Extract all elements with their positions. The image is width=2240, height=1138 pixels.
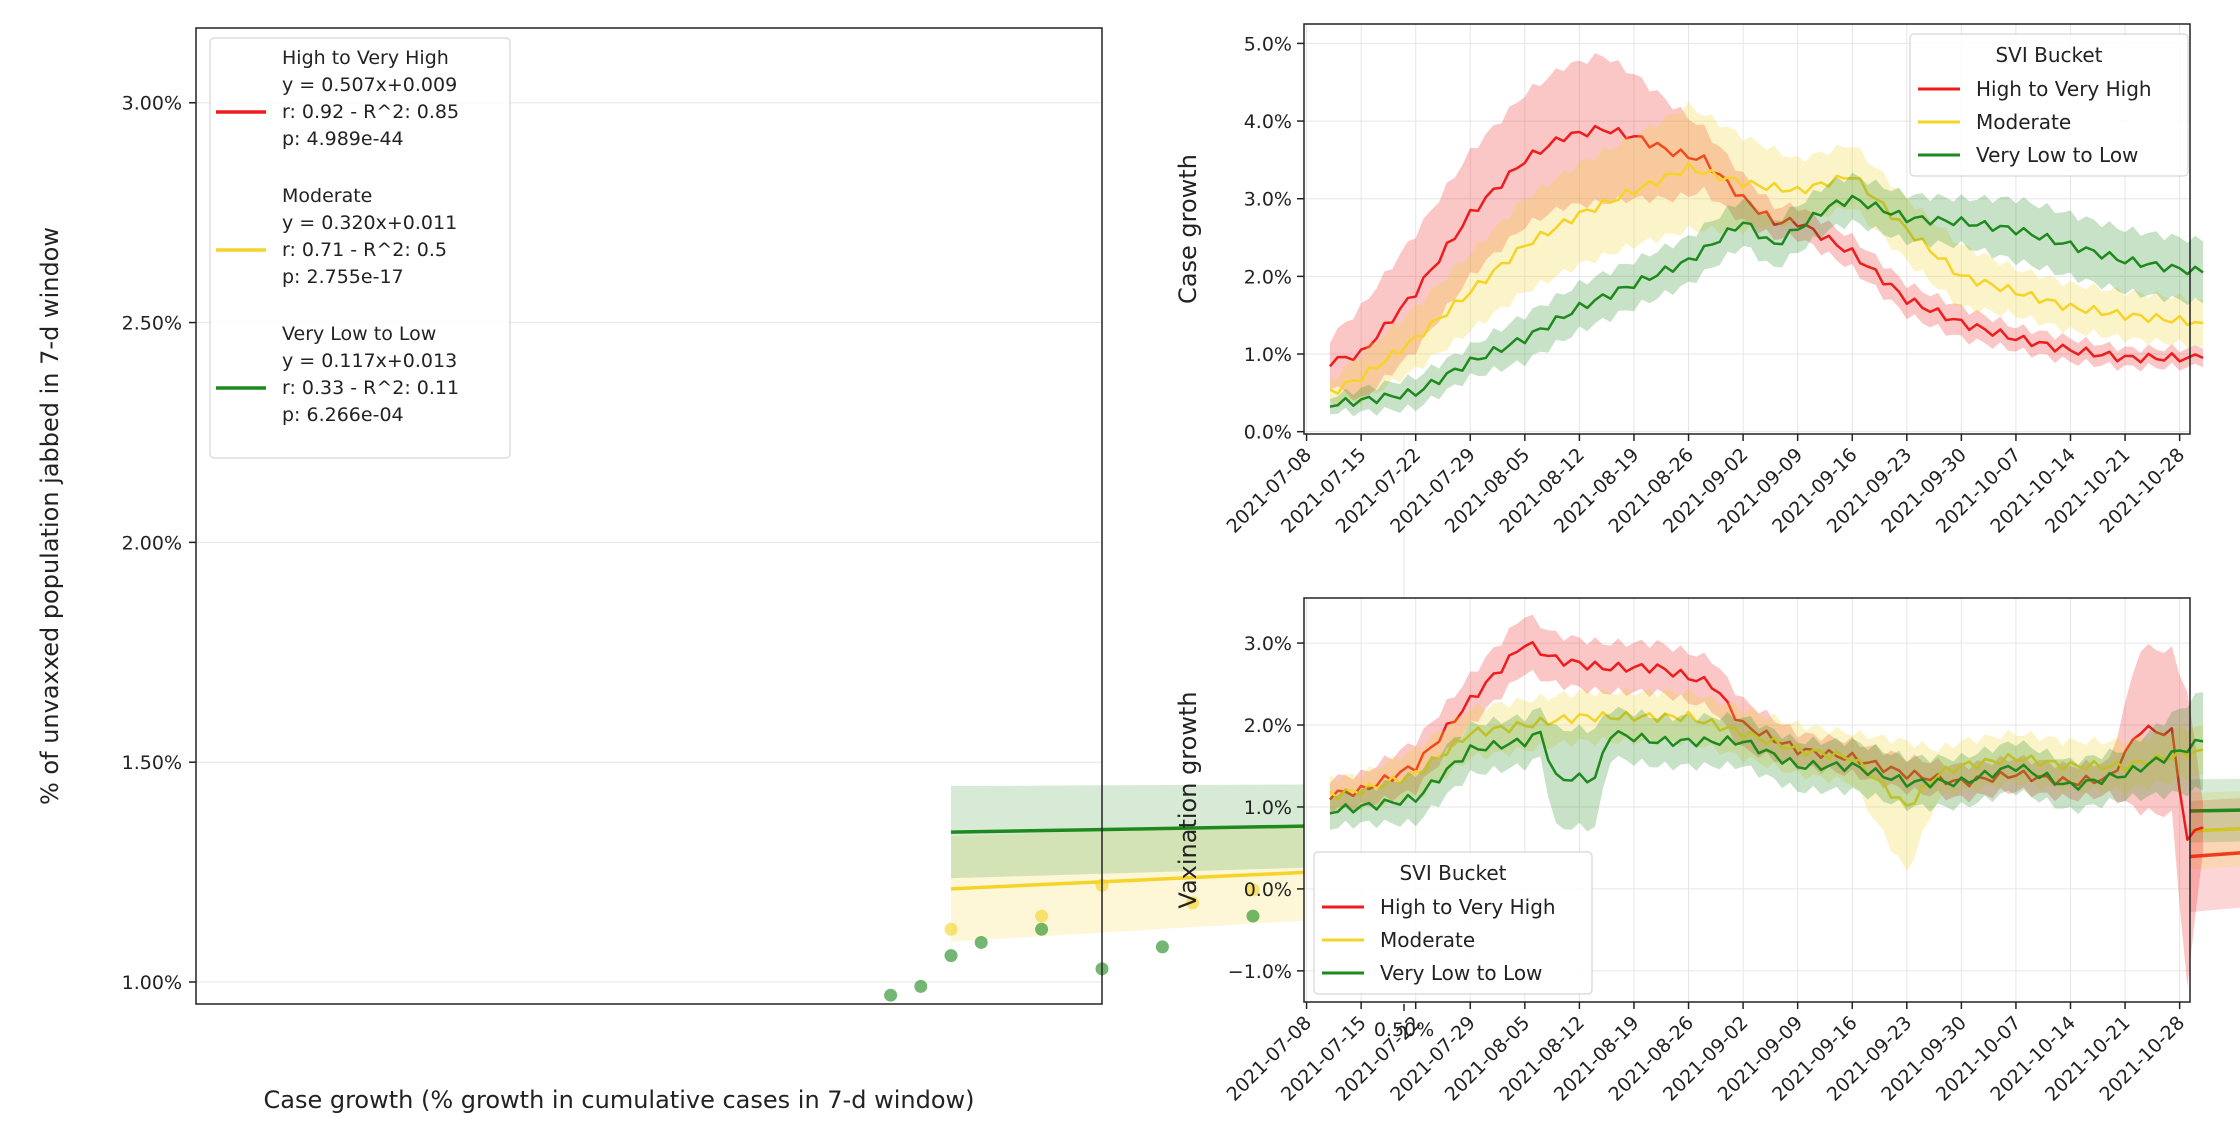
y-tick-label: 2.50% bbox=[122, 313, 182, 335]
legend-text: p: 2.755e-17 bbox=[282, 266, 404, 288]
plot-frame bbox=[1303, 23, 2191, 435]
legend-entry: High to Very High bbox=[1380, 895, 1556, 919]
y-tick-label: 3.0% bbox=[1244, 633, 1292, 655]
legend-text: y = 0.507x+0.009 bbox=[282, 74, 457, 96]
legend-text: p: 6.266e-04 bbox=[282, 404, 404, 426]
timeseries-legend: SVI Bucket High to Very High Moderate Very … bbox=[1313, 851, 1593, 995]
plot-frame bbox=[195, 27, 1103, 1005]
y-tick-label: −1.0% bbox=[1228, 961, 1292, 983]
legend-text: y = 0.117x+0.013 bbox=[282, 350, 457, 372]
y-axis-label: % of unvaxxed population jabbed in 7-d w… bbox=[36, 227, 64, 805]
legend-text: Very Low to Low bbox=[282, 323, 436, 345]
y-tick-label: 2.0% bbox=[1244, 266, 1292, 288]
legend-text: y = 0.320x+0.011 bbox=[282, 212, 457, 234]
series-line-high bbox=[1328, 124, 2204, 368]
legend-title: SVI Bucket bbox=[1399, 861, 1506, 885]
y-tick-label: 1.00% bbox=[122, 972, 182, 994]
y-tick-label: 3.00% bbox=[122, 93, 182, 115]
y-tick-label: 0.0% bbox=[1244, 422, 1292, 444]
y-tick-label: 1.0% bbox=[1244, 344, 1292, 366]
series-line-high bbox=[1329, 641, 2204, 841]
x-axis-label: Case growth (% growth in cumulative case… bbox=[263, 1086, 974, 1114]
legend-entry: High to Very High bbox=[1976, 77, 2152, 101]
y-axis-label: Case growth bbox=[1174, 154, 1202, 304]
data-point-low bbox=[1246, 909, 1260, 923]
y-tick-label: 2.0% bbox=[1244, 715, 1292, 737]
legend-text: r: 0.33 - R^2: 0.11 bbox=[282, 377, 459, 399]
plot-frame bbox=[1303, 597, 2191, 1003]
series-line-low bbox=[1329, 194, 2204, 408]
timeseries-panel-1: 2021-07-082021-07-152021-07-222021-07-29… bbox=[1174, 23, 2204, 538]
legend-entry: Moderate bbox=[1380, 928, 1475, 952]
series-line-moderate bbox=[1329, 710, 2204, 807]
y-tick-label: 1.50% bbox=[122, 752, 182, 774]
y-tick-label: 5.0% bbox=[1244, 33, 1292, 55]
band-high bbox=[1329, 53, 2204, 401]
legend-text: Moderate bbox=[282, 185, 372, 207]
data-point-low bbox=[884, 988, 898, 1002]
band-moderate bbox=[1329, 687, 2204, 872]
y-axis-label: Vaxination growth bbox=[1174, 691, 1202, 908]
series-line-low bbox=[1329, 729, 2204, 815]
data-point-moderate bbox=[944, 922, 958, 936]
legend-text: r: 0.92 - R^2: 0.85 bbox=[282, 101, 459, 123]
legend-box bbox=[1313, 851, 1593, 995]
y-tick-label: 3.0% bbox=[1244, 189, 1292, 211]
band-low bbox=[1329, 172, 2204, 417]
y-tick-label: 2.00% bbox=[122, 532, 182, 554]
legend-entry: Very Low to Low bbox=[1976, 143, 2138, 167]
data-point-low bbox=[914, 979, 928, 993]
band-moderate bbox=[1329, 101, 2204, 409]
legend-box bbox=[1909, 33, 2189, 177]
legend-box bbox=[209, 37, 511, 459]
legend-entry: Moderate bbox=[1976, 110, 2071, 134]
legend-entry: Very Low to Low bbox=[1380, 961, 1542, 985]
data-point-moderate bbox=[1186, 896, 1200, 910]
legend-text: High to Very High bbox=[282, 47, 449, 69]
data-point-low bbox=[944, 949, 958, 963]
scatter-legend: High to Very High y = 0.507x+0.009 r: 0.92… bbox=[209, 37, 511, 459]
series-line-moderate bbox=[1329, 161, 2204, 395]
y-tick-label: 1.0% bbox=[1244, 797, 1292, 819]
data-point-low bbox=[1155, 940, 1169, 954]
legend-text: r: 0.71 - R^2: 0.5 bbox=[282, 239, 447, 261]
data-point-low bbox=[1035, 922, 1049, 936]
band-low bbox=[1329, 692, 2204, 832]
legend-title: SVI Bucket bbox=[1995, 43, 2102, 67]
data-point-moderate bbox=[1035, 909, 1049, 923]
data-point-moderate bbox=[1246, 883, 1260, 897]
y-tick-label: 0.0% bbox=[1244, 879, 1292, 901]
x-tick-label: 0.50% bbox=[1374, 1019, 1434, 1041]
legend-text: p: 4.989e-44 bbox=[282, 128, 404, 150]
timeseries-panel-2: 2021-07-082021-07-152021-07-222021-07-29… bbox=[1174, 597, 2204, 1106]
timeseries-legend: SVI Bucket High to Very High Moderate Very … bbox=[1909, 33, 2189, 177]
data-point-low bbox=[974, 935, 988, 949]
y-tick-label: 4.0% bbox=[1244, 111, 1292, 133]
